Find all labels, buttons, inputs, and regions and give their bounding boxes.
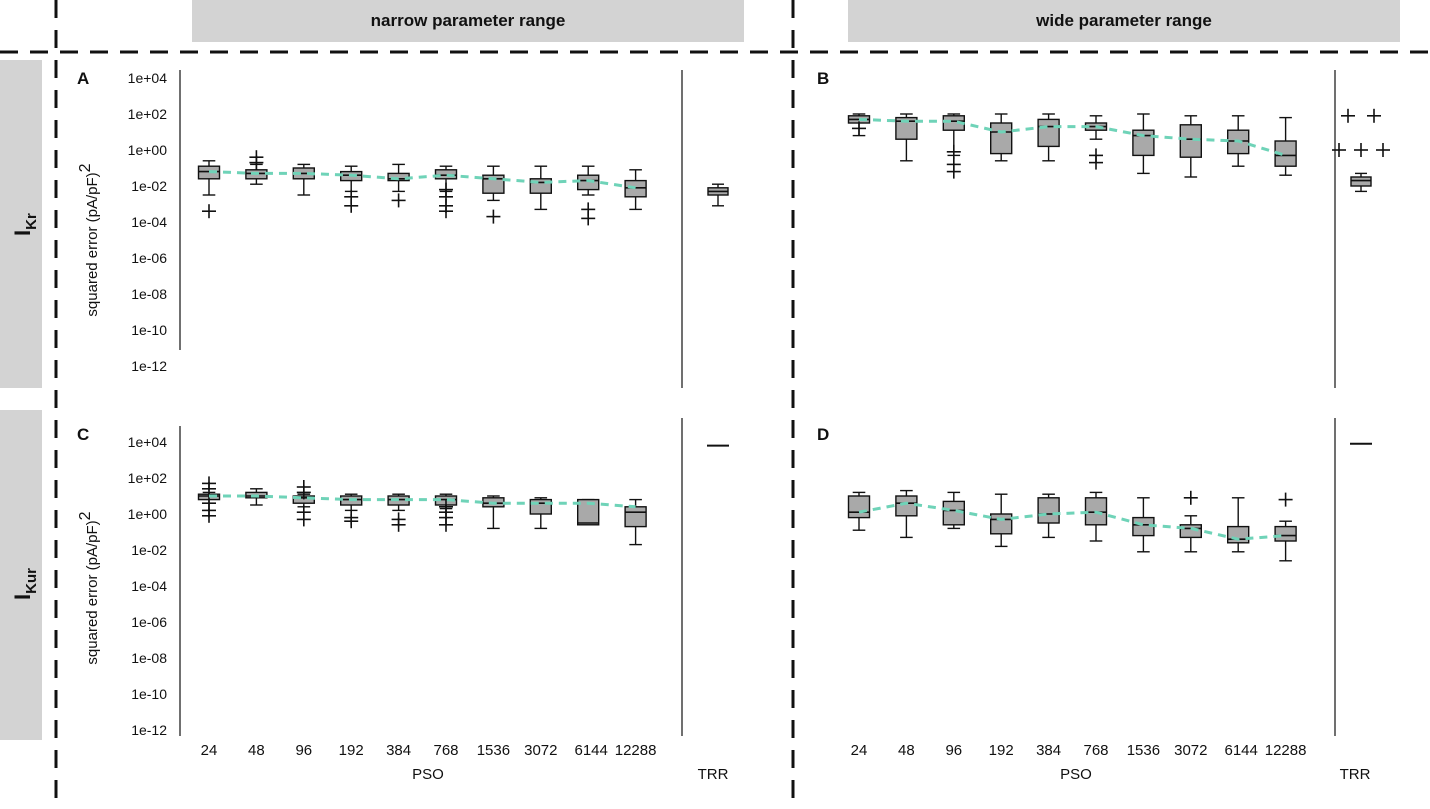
y-tick-label: 1e-06 — [131, 614, 167, 630]
box-body — [577, 174, 600, 191]
x-tick-label: 96 — [945, 742, 962, 759]
box-body — [434, 169, 458, 180]
panel-label-b: B — [817, 69, 829, 88]
panel-label-a: A — [77, 69, 89, 88]
y-tick-label: 1e+04 — [128, 434, 168, 450]
row-label-bar-ikr — [0, 60, 42, 388]
x-tick-label: 12288 — [1265, 742, 1307, 759]
x-tick-label: 12288 — [615, 742, 657, 759]
y-tick-label: 1e-10 — [131, 322, 167, 338]
y-tick-label: 1e+02 — [128, 106, 168, 122]
x-tick-label: 1536 — [477, 742, 510, 759]
y-tick-label: 1e-12 — [131, 358, 167, 374]
y-tick-label: 1e-04 — [131, 214, 167, 230]
y-tick-label: 1e+04 — [128, 70, 168, 86]
row-label-ikur: IKur — [10, 568, 40, 600]
box-body — [847, 495, 871, 519]
y-tick-label: 1e+00 — [128, 506, 168, 522]
y-axis-label-bottom: squared error (pA/pF)2 — [77, 511, 101, 664]
panel-label-d: D — [817, 425, 829, 444]
y-tick-label: 1e-12 — [131, 722, 167, 738]
trend-line — [208, 170, 636, 190]
x-tick-label: 6144 — [575, 742, 608, 759]
trend-line — [858, 501, 1286, 541]
x-tick-label: 384 — [386, 742, 411, 759]
y-tick-label: 1e-08 — [131, 650, 167, 666]
x-tick-label: 1536 — [1127, 742, 1160, 759]
y-axis-label-top: squared error (pA/pF)2 — [77, 163, 101, 316]
y-tick-label: 1e-02 — [131, 178, 167, 194]
y-tick-label: 1e-04 — [131, 578, 167, 594]
box-body — [624, 179, 647, 198]
box-body — [1037, 497, 1060, 524]
y-tick-label: 1e-02 — [131, 542, 167, 558]
row-label-ikr: IKr — [10, 213, 40, 236]
box-body — [1350, 176, 1372, 187]
x-tick-label: 48 — [898, 742, 915, 759]
box-body — [1037, 118, 1060, 148]
x-tick-label: 3072 — [524, 742, 557, 759]
x-tick-label: 768 — [433, 742, 458, 759]
x-tick-label: 6144 — [1225, 742, 1258, 759]
box-body — [1179, 124, 1203, 158]
box-body — [895, 116, 918, 140]
y-tick-label: 1e+00 — [128, 142, 168, 158]
x-tick-label: 192 — [339, 742, 364, 759]
y-tick-label: 1e-10 — [131, 686, 167, 702]
x-group-label-trr-right: TRR — [1340, 766, 1371, 783]
x-tick-label: 192 — [989, 742, 1014, 759]
header-bar-narrow — [192, 0, 744, 42]
box-body — [482, 174, 505, 194]
x-group-label-pso-right: PSO — [1060, 766, 1092, 783]
x-group-label-trr-left: TRR — [698, 766, 729, 783]
x-tick-label: 3072 — [1174, 742, 1207, 759]
x-tick-label: 48 — [248, 742, 265, 759]
y-tick-label: 1e+02 — [128, 470, 168, 486]
box-body — [577, 498, 600, 526]
box-body — [990, 122, 1013, 155]
x-group-label-pso-left: PSO — [412, 766, 444, 783]
x-tick-label: 24 — [201, 742, 218, 759]
plot-layer: 1e+04 1e+02 1e+00 1e-02 1e-04 1e-06 1e-08 1e-10… — [128, 70, 1390, 759]
header-narrow: narrow parameter range — [371, 11, 566, 30]
box-body — [1274, 525, 1297, 542]
x-tick-label: 768 — [1083, 742, 1108, 759]
trend-line — [858, 117, 1287, 157]
header-wide: wide parameter range — [1035, 11, 1212, 30]
box-body — [624, 506, 647, 528]
box-body — [1132, 129, 1155, 157]
x-tick-label: 24 — [851, 742, 868, 759]
x-tick-label: 96 — [295, 742, 312, 759]
y-tick-label: 1e-06 — [131, 250, 167, 266]
row-label-bar-ikur — [0, 410, 42, 740]
header-bar-wide — [848, 0, 1400, 42]
box-body — [895, 495, 918, 517]
box-body — [942, 500, 965, 526]
panel-label-c: C — [77, 425, 89, 444]
x-tick-label: 384 — [1036, 742, 1061, 759]
trend-line — [209, 494, 636, 509]
box-body — [990, 513, 1013, 535]
y-tick-label: 1e-08 — [131, 286, 167, 302]
